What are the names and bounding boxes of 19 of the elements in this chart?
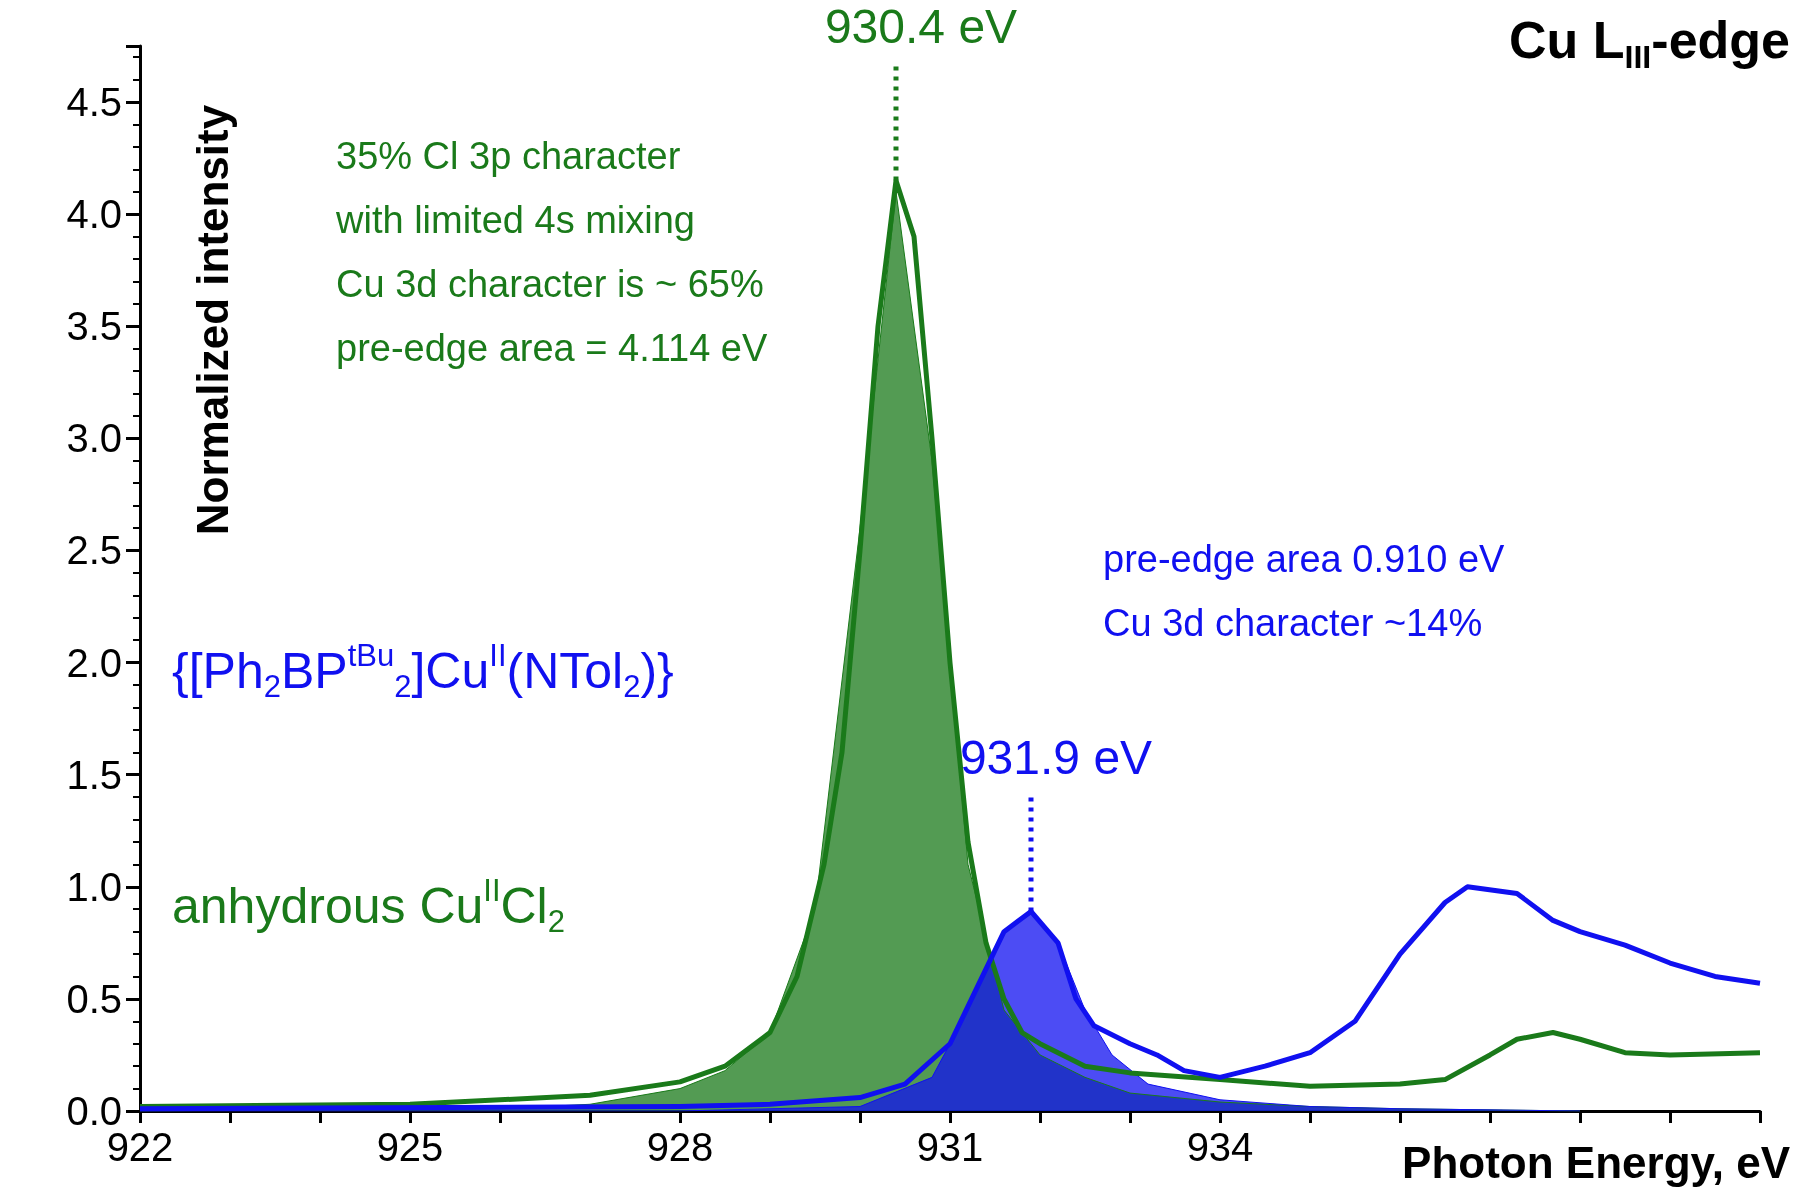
y-tick-label: 3.5 bbox=[66, 304, 122, 349]
y-tick-label: 3.0 bbox=[66, 416, 122, 461]
x-tick-label: 931 bbox=[916, 1125, 984, 1169]
y-tick-label: 2.0 bbox=[66, 640, 122, 685]
annotation: pre-edge area 0.910 eV Cu 3d character ~14% bbox=[1103, 538, 1506, 644]
y-tick-label: 1.0 bbox=[66, 864, 122, 909]
y-tick-label: 0.5 bbox=[66, 976, 122, 1021]
y-tick-label: 4.0 bbox=[66, 192, 122, 237]
y-tick-label: 2.5 bbox=[66, 528, 122, 573]
y-tick-label: 4.5 bbox=[66, 80, 122, 125]
annotation: 35% Cl 3p character with limited 4s mixing Cu 3d character is ~ 65% pre-edge area = 4.114 eV bbox=[335, 135, 768, 369]
x-axis-title: Photon Energy, eV bbox=[1402, 1137, 1791, 1187]
y-tick-label: 1.5 bbox=[66, 752, 122, 797]
annotation: 931.9 eV bbox=[959, 730, 1153, 784]
annotation: 930.4 eV bbox=[824, 0, 1018, 54]
x-tick-label: 934 bbox=[1186, 1125, 1254, 1169]
x-tick-label: 928 bbox=[646, 1125, 714, 1169]
y-axis-title: Normalized intensity bbox=[187, 104, 237, 536]
x-tick-label: 925 bbox=[376, 1125, 444, 1169]
